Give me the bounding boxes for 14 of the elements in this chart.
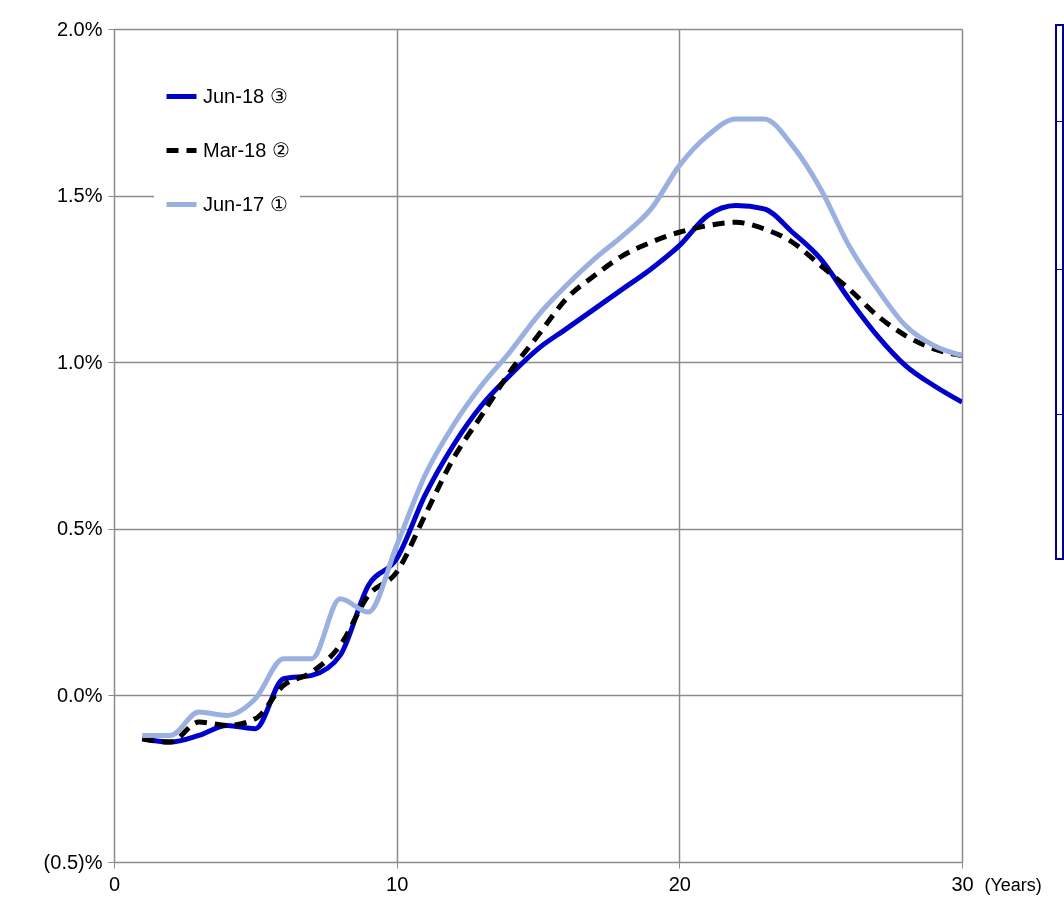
y-tick-label: 0.5% (56, 517, 103, 540)
x-tick-label: 30 (951, 872, 974, 895)
x-tick-label: 20 (668, 872, 691, 895)
y-tick-label: 1.0% (56, 350, 103, 373)
x-axis-title: (Years) (984, 874, 1042, 895)
y-tick-label: 1.5% (56, 184, 103, 207)
y-tick-label: 2.0% (56, 17, 103, 40)
legend-label: Jun-18 ③ (203, 84, 288, 107)
legend-label: Mar-18 ② (203, 138, 290, 161)
legend-label: Jun-17 ① (203, 192, 288, 215)
x-tick-label: 0 (108, 872, 121, 895)
y-tick-label: 0.0% (56, 683, 103, 706)
x-tick-label: 10 (386, 872, 409, 895)
y-tick-label: (0.5)% (43, 850, 103, 873)
